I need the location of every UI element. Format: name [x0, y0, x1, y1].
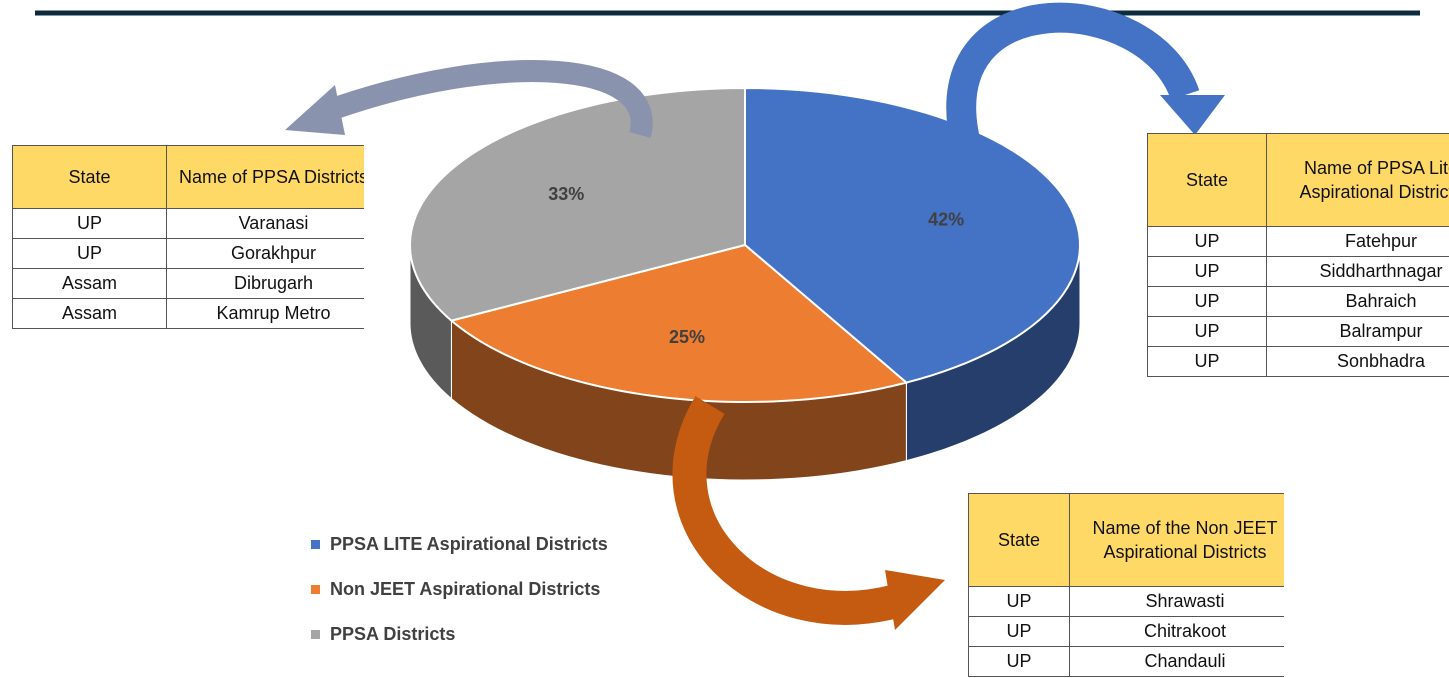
cell: UP: [1147, 346, 1267, 377]
value-label: 25%: [669, 327, 705, 347]
row: UP Gorakhpur: [12, 238, 364, 269]
cell: Varanasi: [166, 208, 364, 239]
cell: Shrawasti: [1069, 586, 1284, 617]
gray-arrow-head: [285, 85, 345, 135]
cell: Dibrugarh: [166, 268, 364, 299]
value-label: 33%: [548, 184, 584, 204]
row: UP Bahraich: [1147, 286, 1449, 317]
cell: Fatehpur: [1266, 226, 1449, 257]
blue-arrow: [946, 2, 1200, 144]
header-row: State Name of PPSA Districts: [12, 145, 364, 209]
district-table: State Name of PPSA Districts UP Varanasi UP G…: [12, 145, 364, 329]
cell: Siddharthnagar: [1266, 256, 1449, 287]
pie: 42% 25% 33%: [409, 86, 1081, 481]
cell: UP: [968, 586, 1070, 617]
row: UP Varanasi: [12, 208, 364, 239]
arrows: [285, 2, 1225, 630]
cell: UP: [12, 238, 167, 269]
cell: Chandauli: [1069, 646, 1284, 677]
value-label: 42%: [928, 210, 964, 230]
cell: Assam: [12, 268, 167, 299]
legend-label: Non JEET Aspirational Districts: [330, 579, 600, 599]
header-cell: Name of PPSA Lite Aspirational Districts: [1266, 133, 1449, 227]
row: UP Balrampur: [1147, 316, 1449, 347]
orange-arrow: [672, 396, 905, 625]
row: Assam Dibrugarh: [12, 268, 364, 299]
row: UP Chandauli: [968, 646, 1284, 677]
orange-arrow-head: [885, 570, 945, 630]
cell: UP: [12, 208, 167, 239]
legend-label: PPSA LITE Aspirational Districts: [330, 534, 608, 554]
header-row: State Name of PPSA Lite Aspirational Dist…: [1147, 133, 1449, 227]
header-cell: State: [12, 145, 167, 209]
cell: UP: [968, 616, 1070, 647]
table-wrap: State Name of the Non JEET Aspirational D…: [968, 493, 1284, 678]
legend-swatch: [311, 585, 320, 594]
header-row: State Name of the Non JEET Aspirational D…: [968, 493, 1284, 587]
cell: Gorakhpur: [166, 238, 364, 269]
cell: UP: [1147, 226, 1267, 257]
cell: Sonbhadra: [1266, 346, 1449, 377]
cell: UP: [1147, 316, 1267, 347]
pie-slice: [744, 86, 1081, 384]
row: UP Sonbhadra: [1147, 346, 1449, 377]
district-table: State Name of the Non JEET Aspirational D…: [968, 493, 1284, 677]
district-table: State Name of PPSA Lite Aspirational Dist…: [1147, 133, 1449, 377]
row: UP Chitrakoot: [968, 616, 1284, 647]
legend: PPSA LITE Aspirational Districts Non JEET…: [311, 534, 608, 644]
header-cell: Name of the Non JEET Aspirational Distri…: [1069, 493, 1284, 587]
cell: Kamrup Metro: [166, 298, 364, 329]
row: Assam Kamrup Metro: [12, 298, 364, 329]
row: UP Fatehpur: [1147, 226, 1449, 257]
table-wrap: State Name of PPSA Lite Aspirational Dist…: [1147, 133, 1449, 678]
gray-arrow: [326, 60, 653, 138]
legend-label: PPSA Districts: [330, 624, 455, 644]
header-cell: State: [1147, 133, 1267, 227]
row: UP Shrawasti: [968, 586, 1284, 617]
cell: UP: [1147, 256, 1267, 287]
header-cell: State: [968, 493, 1070, 587]
cell: Assam: [12, 298, 167, 329]
header-cell: Name of PPSA Districts: [166, 145, 364, 209]
cell: Chitrakoot: [1069, 616, 1284, 647]
cell: Balrampur: [1266, 316, 1449, 347]
cell: UP: [1147, 286, 1267, 317]
legend-swatch: [311, 630, 320, 639]
cell: UP: [968, 646, 1070, 677]
cell: Bahraich: [1266, 286, 1449, 317]
legend-swatch: [311, 540, 320, 549]
table-wrap: State Name of PPSA Districts UP Varanasi UP G…: [12, 145, 364, 678]
pie-slice: [449, 243, 909, 403]
row: UP Siddharthnagar: [1147, 256, 1449, 287]
blue-arrow-head: [1160, 95, 1225, 135]
